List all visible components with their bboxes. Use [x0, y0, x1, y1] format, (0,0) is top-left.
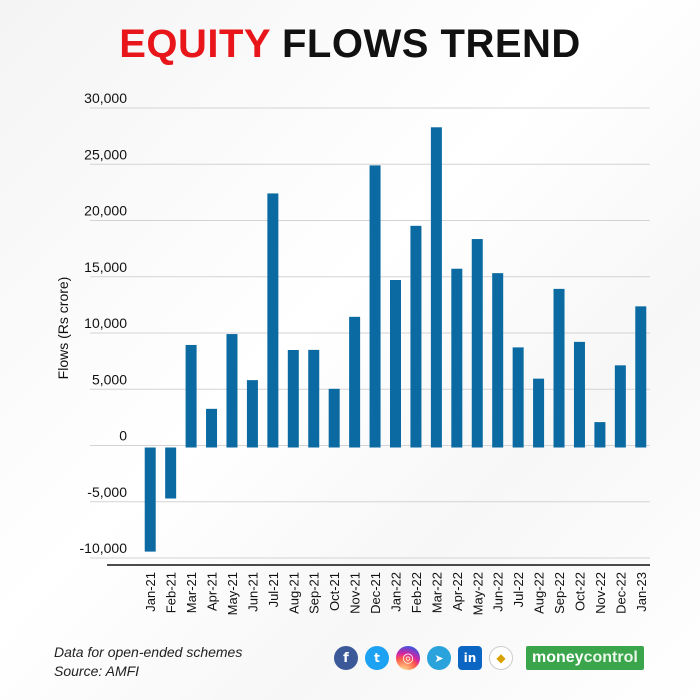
x-tick-label: Nov-21	[348, 572, 363, 614]
x-tick-label: Sep-21	[307, 572, 322, 614]
bar	[144, 447, 156, 552]
bar	[185, 344, 197, 448]
x-tick-label: Nov-22	[593, 572, 608, 614]
x-tick-label: Oct-21	[327, 572, 342, 611]
bar	[492, 273, 504, 448]
x-tick-label: Jul-22	[511, 572, 526, 607]
bar	[287, 350, 299, 448]
x-tick-label: Jan-23	[634, 572, 649, 612]
title-rest: FLOWS TREND	[282, 22, 581, 66]
bar	[328, 388, 340, 448]
x-tick-label: Aug-21	[286, 572, 301, 614]
x-tick-label: Jun-21	[245, 572, 260, 612]
x-tick-label: May-22	[470, 572, 485, 615]
instagram-icon[interactable]: ◎	[396, 646, 420, 670]
title-highlight: EQUITY	[119, 22, 271, 66]
bar	[635, 306, 647, 448]
twitter-icon[interactable]: t	[365, 646, 389, 670]
y-tick-label: 0	[119, 428, 127, 444]
bar	[410, 225, 422, 448]
x-tick-label: Aug-22	[532, 572, 547, 614]
chart-title: EQUITY FLOWS TREND	[0, 22, 700, 67]
brand-logo[interactable]: money control	[526, 646, 644, 670]
y-tick-label: 30,000	[84, 90, 127, 106]
y-tick-label: 20,000	[84, 203, 127, 219]
bar	[246, 380, 258, 448]
x-tick-label: Dec-22	[613, 572, 628, 614]
y-tick-label: 10,000	[84, 315, 127, 331]
x-tick-label: May-21	[225, 572, 240, 615]
footer-notes: Data for open-ended schemes Source: AMFI	[54, 643, 242, 681]
y-tick-label: 25,000	[84, 146, 127, 162]
x-tick-label: Mar-22	[429, 572, 444, 613]
footer-source: Source: AMFI	[54, 663, 140, 679]
x-tick-label: Jan-21	[143, 572, 158, 612]
bar	[369, 165, 381, 448]
x-tick-label: Dec-21	[368, 572, 383, 614]
bar	[594, 422, 606, 448]
bar	[430, 127, 442, 448]
bar	[206, 408, 218, 448]
x-tick-label: Sep-22	[552, 572, 567, 614]
linkedin-icon[interactable]: in	[458, 646, 482, 670]
y-axis-label: Flows (Rs crore)	[55, 277, 71, 380]
x-tick-label: Apr-21	[205, 572, 220, 611]
x-tick-label: Apr-22	[450, 572, 465, 611]
bar	[451, 268, 463, 448]
telegram-icon[interactable]: ➤	[427, 646, 451, 670]
bar	[226, 334, 238, 448]
bar	[573, 341, 585, 448]
x-tick-label: Feb-21	[164, 572, 179, 613]
bar	[533, 378, 545, 448]
brand-part2: control	[583, 649, 638, 666]
x-tick-label: Jul-21	[266, 572, 281, 607]
y-tick-label: -5,000	[87, 484, 127, 500]
bar	[614, 365, 626, 448]
bar	[471, 239, 483, 448]
bar	[267, 193, 279, 448]
x-tick-label: Jun-22	[491, 572, 506, 612]
brand-part1: money	[532, 649, 584, 666]
y-tick-label: -10,000	[80, 540, 128, 556]
x-tick-label: Oct-22	[572, 572, 587, 611]
bar	[308, 349, 320, 448]
y-tick-label: 15,000	[84, 259, 127, 275]
x-tick-label: Feb-22	[409, 572, 424, 613]
bar	[553, 288, 565, 448]
bar	[390, 280, 401, 448]
bar	[165, 447, 177, 499]
facebook-icon[interactable]: f	[334, 646, 358, 670]
social-bar: f t ◎ ➤ in ◆ money control	[334, 646, 644, 670]
bar	[512, 347, 524, 448]
bar	[349, 316, 361, 448]
y-tick-label: 5,000	[92, 371, 127, 387]
x-tick-label: Jan-22	[389, 572, 404, 612]
footer-note: Data for open-ended schemes	[54, 644, 243, 660]
koo-icon[interactable]: ◆	[489, 646, 513, 670]
x-tick-label: Mar-21	[184, 572, 199, 613]
